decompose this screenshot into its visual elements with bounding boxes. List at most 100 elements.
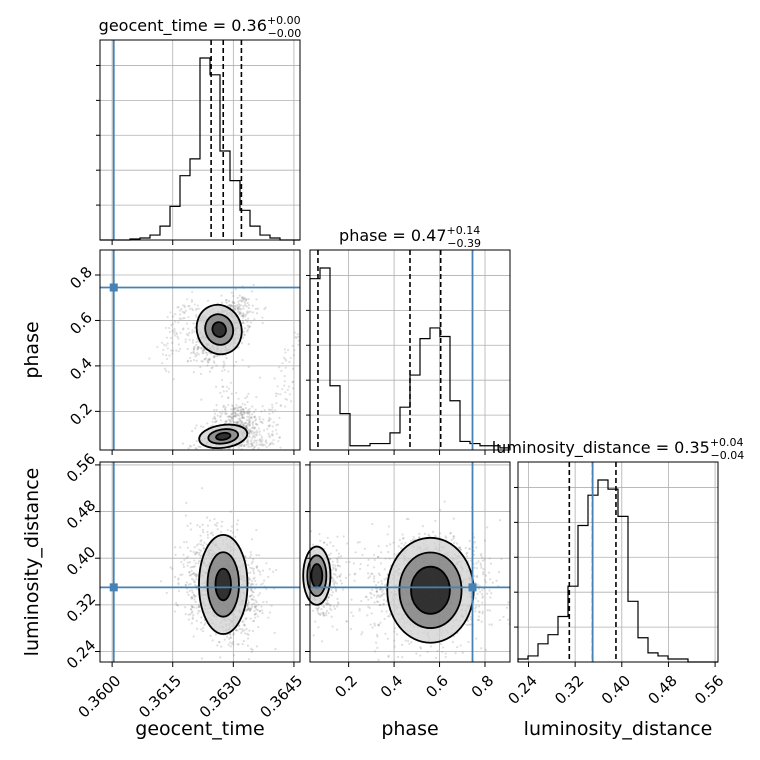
sample-point: [224, 299, 228, 302]
sample-point: [247, 563, 250, 567]
sample-point: [481, 610, 484, 613]
sample-point: [405, 517, 409, 521]
sample-point: [268, 568, 271, 571]
sample-point: [369, 591, 372, 594]
sample-point: [366, 614, 369, 617]
sample-point: [230, 304, 233, 307]
sample-point: [363, 547, 366, 550]
sample-point: [219, 414, 222, 417]
sample-point: [267, 616, 270, 619]
sample-point: [257, 594, 260, 597]
sample-point: [488, 609, 491, 612]
sample-point: [190, 611, 193, 615]
sample-point: [192, 358, 196, 362]
sample-point: [281, 388, 284, 391]
histograms: [100, 57, 718, 663]
sample-point: [502, 615, 505, 618]
sample-point: [340, 582, 343, 585]
sample-point: [204, 351, 207, 354]
sample-point: [467, 623, 470, 626]
sample-point: [178, 313, 182, 316]
sample-point: [181, 328, 185, 331]
sample-point: [251, 425, 255, 429]
sample-point: [334, 588, 338, 592]
sample-point: [325, 603, 328, 606]
sample-point: [286, 388, 289, 391]
sample-point: [211, 420, 214, 423]
sample-point: [455, 645, 459, 649]
sample-point: [246, 411, 249, 414]
sample-point: [229, 419, 232, 422]
sample-point: [190, 577, 194, 580]
sample-point: [190, 351, 193, 355]
sample-point: [275, 432, 278, 435]
sample-point: [474, 607, 477, 610]
sample-point: [272, 442, 275, 446]
sample-point: [319, 613, 322, 617]
sample-point: [254, 307, 258, 311]
sample-point: [240, 412, 244, 416]
sample-point: [370, 596, 373, 599]
sample-point: [327, 596, 330, 599]
sample-point: [245, 608, 249, 611]
sample-point: [250, 589, 253, 592]
sample-point: [190, 299, 194, 302]
sample-point: [247, 633, 250, 636]
sample-point: [181, 442, 184, 445]
sample-point: [248, 435, 251, 439]
sample-point: [230, 525, 234, 528]
sample-point: [352, 614, 355, 618]
sample-point: [245, 627, 248, 630]
sample-point: [385, 577, 388, 580]
sample-point: [256, 307, 260, 310]
sample-point: [279, 404, 283, 407]
sample-point: [331, 563, 334, 567]
sample-point: [247, 298, 250, 301]
sample-point: [226, 415, 229, 418]
sample-point: [164, 369, 168, 372]
sample-point: [345, 620, 349, 623]
sample-point: [288, 393, 291, 396]
sample-point: [237, 346, 240, 349]
sample-point: [241, 295, 244, 299]
sample-point: [255, 441, 258, 444]
sample-point: [202, 547, 205, 550]
sample-point: [182, 317, 185, 320]
sample-point: [233, 411, 237, 414]
sample-point: [258, 415, 261, 419]
panel-bg: [100, 250, 300, 450]
sample-point: [334, 569, 338, 572]
sample-point: [187, 334, 190, 337]
sample-point: [188, 574, 191, 577]
sample-point: [260, 440, 263, 443]
sample-point: [239, 411, 242, 414]
sample-point: [214, 418, 217, 421]
sample-point: [172, 332, 175, 335]
sample-point: [250, 415, 253, 419]
sample-point: [184, 612, 187, 616]
sample-point: [188, 561, 191, 564]
sample-point: [197, 353, 200, 356]
sample-point: [382, 603, 385, 606]
sample-point: [195, 359, 198, 362]
sample-point: [219, 656, 222, 659]
sample-point: [248, 578, 251, 581]
sample-point: [220, 378, 224, 382]
sample-point: [215, 404, 218, 407]
sample-point: [407, 517, 410, 521]
sample-point: [284, 391, 287, 394]
sample-point: [189, 549, 192, 553]
sample-point: [234, 413, 237, 416]
sample-point: [489, 596, 492, 599]
sample-point: [337, 601, 340, 604]
sample-point: [397, 545, 400, 548]
sample-point: [173, 327, 176, 330]
sample-point: [255, 601, 259, 604]
sample-point: [246, 441, 250, 444]
sample-point: [193, 573, 196, 576]
sample-point: [184, 584, 187, 587]
sample-point: [196, 573, 199, 577]
sample-point: [250, 647, 253, 650]
sample-point: [475, 567, 479, 570]
sample-point: [187, 327, 190, 330]
